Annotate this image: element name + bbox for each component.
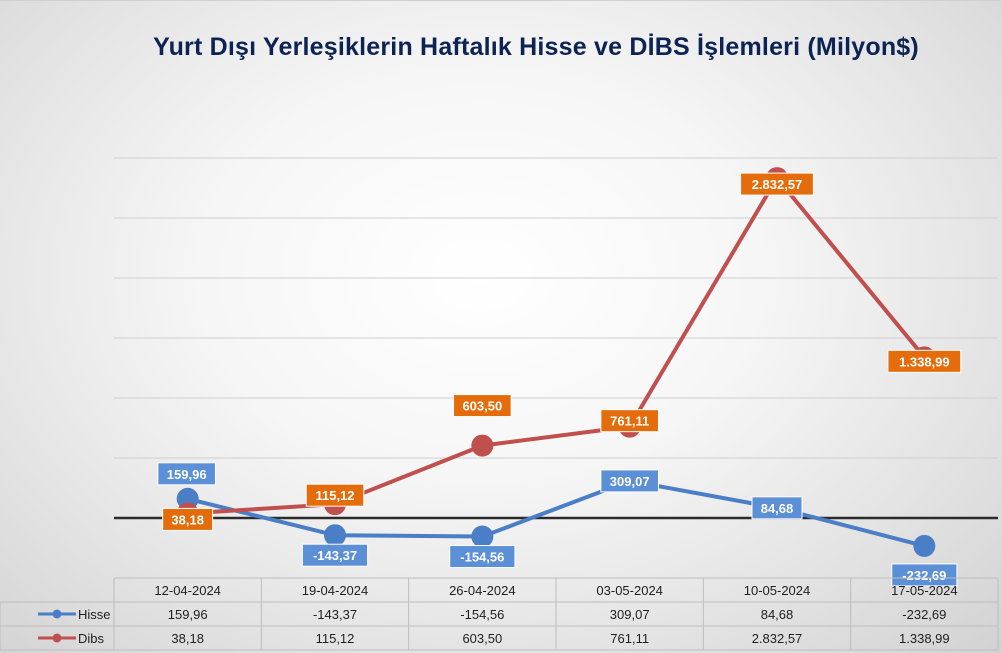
data-label-dibs: 115,12 xyxy=(315,488,354,503)
data-label-box-hisse xyxy=(600,469,659,493)
data-point-hisse xyxy=(913,534,936,557)
data-point-dibs xyxy=(471,434,494,457)
data-label-hisse: -143,37 xyxy=(313,548,357,563)
data-label-dibs: 2.832,57 xyxy=(752,177,803,192)
table-cell: 84,68 xyxy=(761,607,794,622)
table-cell: 38,18 xyxy=(171,631,204,646)
data-point-hisse xyxy=(324,524,346,547)
table-cell: -143,37 xyxy=(313,607,357,622)
category-label: 12-04-2024 xyxy=(154,583,221,598)
data-label-box-dibs xyxy=(453,394,512,418)
data-label-box-dibs xyxy=(305,483,365,507)
table-cell: 159,96 xyxy=(168,607,208,622)
category-label: 17-05-2024 xyxy=(891,583,958,598)
data-label-box-hisse xyxy=(751,496,803,520)
chart-title: Yurt Dışı Yerleşiklerin Haftalık Hisse v… xyxy=(153,33,919,61)
category-label: 03-05-2024 xyxy=(596,583,663,598)
table-cell: 115,12 xyxy=(316,631,355,646)
category-label: 10-05-2024 xyxy=(744,583,811,598)
data-label-dibs: 761,11 xyxy=(610,414,649,429)
category-label: 19-04-2024 xyxy=(302,583,369,598)
data-label-box-hisse xyxy=(891,563,958,587)
data-label-dibs: 1.338,99 xyxy=(899,354,950,369)
table-cell: 603,50 xyxy=(462,631,502,646)
table-cell: 309,07 xyxy=(610,607,650,622)
legend-marker-hisse xyxy=(52,609,62,619)
data-label-hisse: -154,56 xyxy=(460,550,504,565)
data-label-box-dibs xyxy=(162,507,214,531)
table-cell: 2.832,57 xyxy=(752,631,803,646)
table-cell: 761,11 xyxy=(610,631,649,646)
data-label-box-hisse xyxy=(157,462,216,486)
table-cell: 1.338,99 xyxy=(899,631,950,646)
data-label-hisse: -232,69 xyxy=(902,568,946,583)
data-label-box-hisse xyxy=(301,543,369,567)
legend-marker-dibs xyxy=(52,633,62,643)
data-label-hisse: 84,68 xyxy=(761,501,794,516)
data-label-box-dibs xyxy=(887,349,962,373)
data-label-hisse: 159,96 xyxy=(167,467,207,482)
table-cell: -232,69 xyxy=(902,607,946,622)
series-line-hisse xyxy=(187,478,925,548)
data-label-dibs: 603,50 xyxy=(462,399,502,414)
legend-label-hisse: Hisse xyxy=(78,607,111,622)
data-point-hisse xyxy=(471,525,494,548)
legend-label-dibs: Dibs xyxy=(78,631,105,646)
series-line-dibs xyxy=(187,176,926,516)
data-label-box-dibs xyxy=(600,409,659,433)
data-label-box-dibs xyxy=(740,172,814,196)
data-label-hisse: 309,07 xyxy=(610,474,650,489)
data-label-box-hisse xyxy=(449,545,516,569)
data-label-dibs: 38,18 xyxy=(171,512,204,527)
category-label: 26-04-2024 xyxy=(449,583,516,598)
table-cell: -154,56 xyxy=(460,607,504,622)
